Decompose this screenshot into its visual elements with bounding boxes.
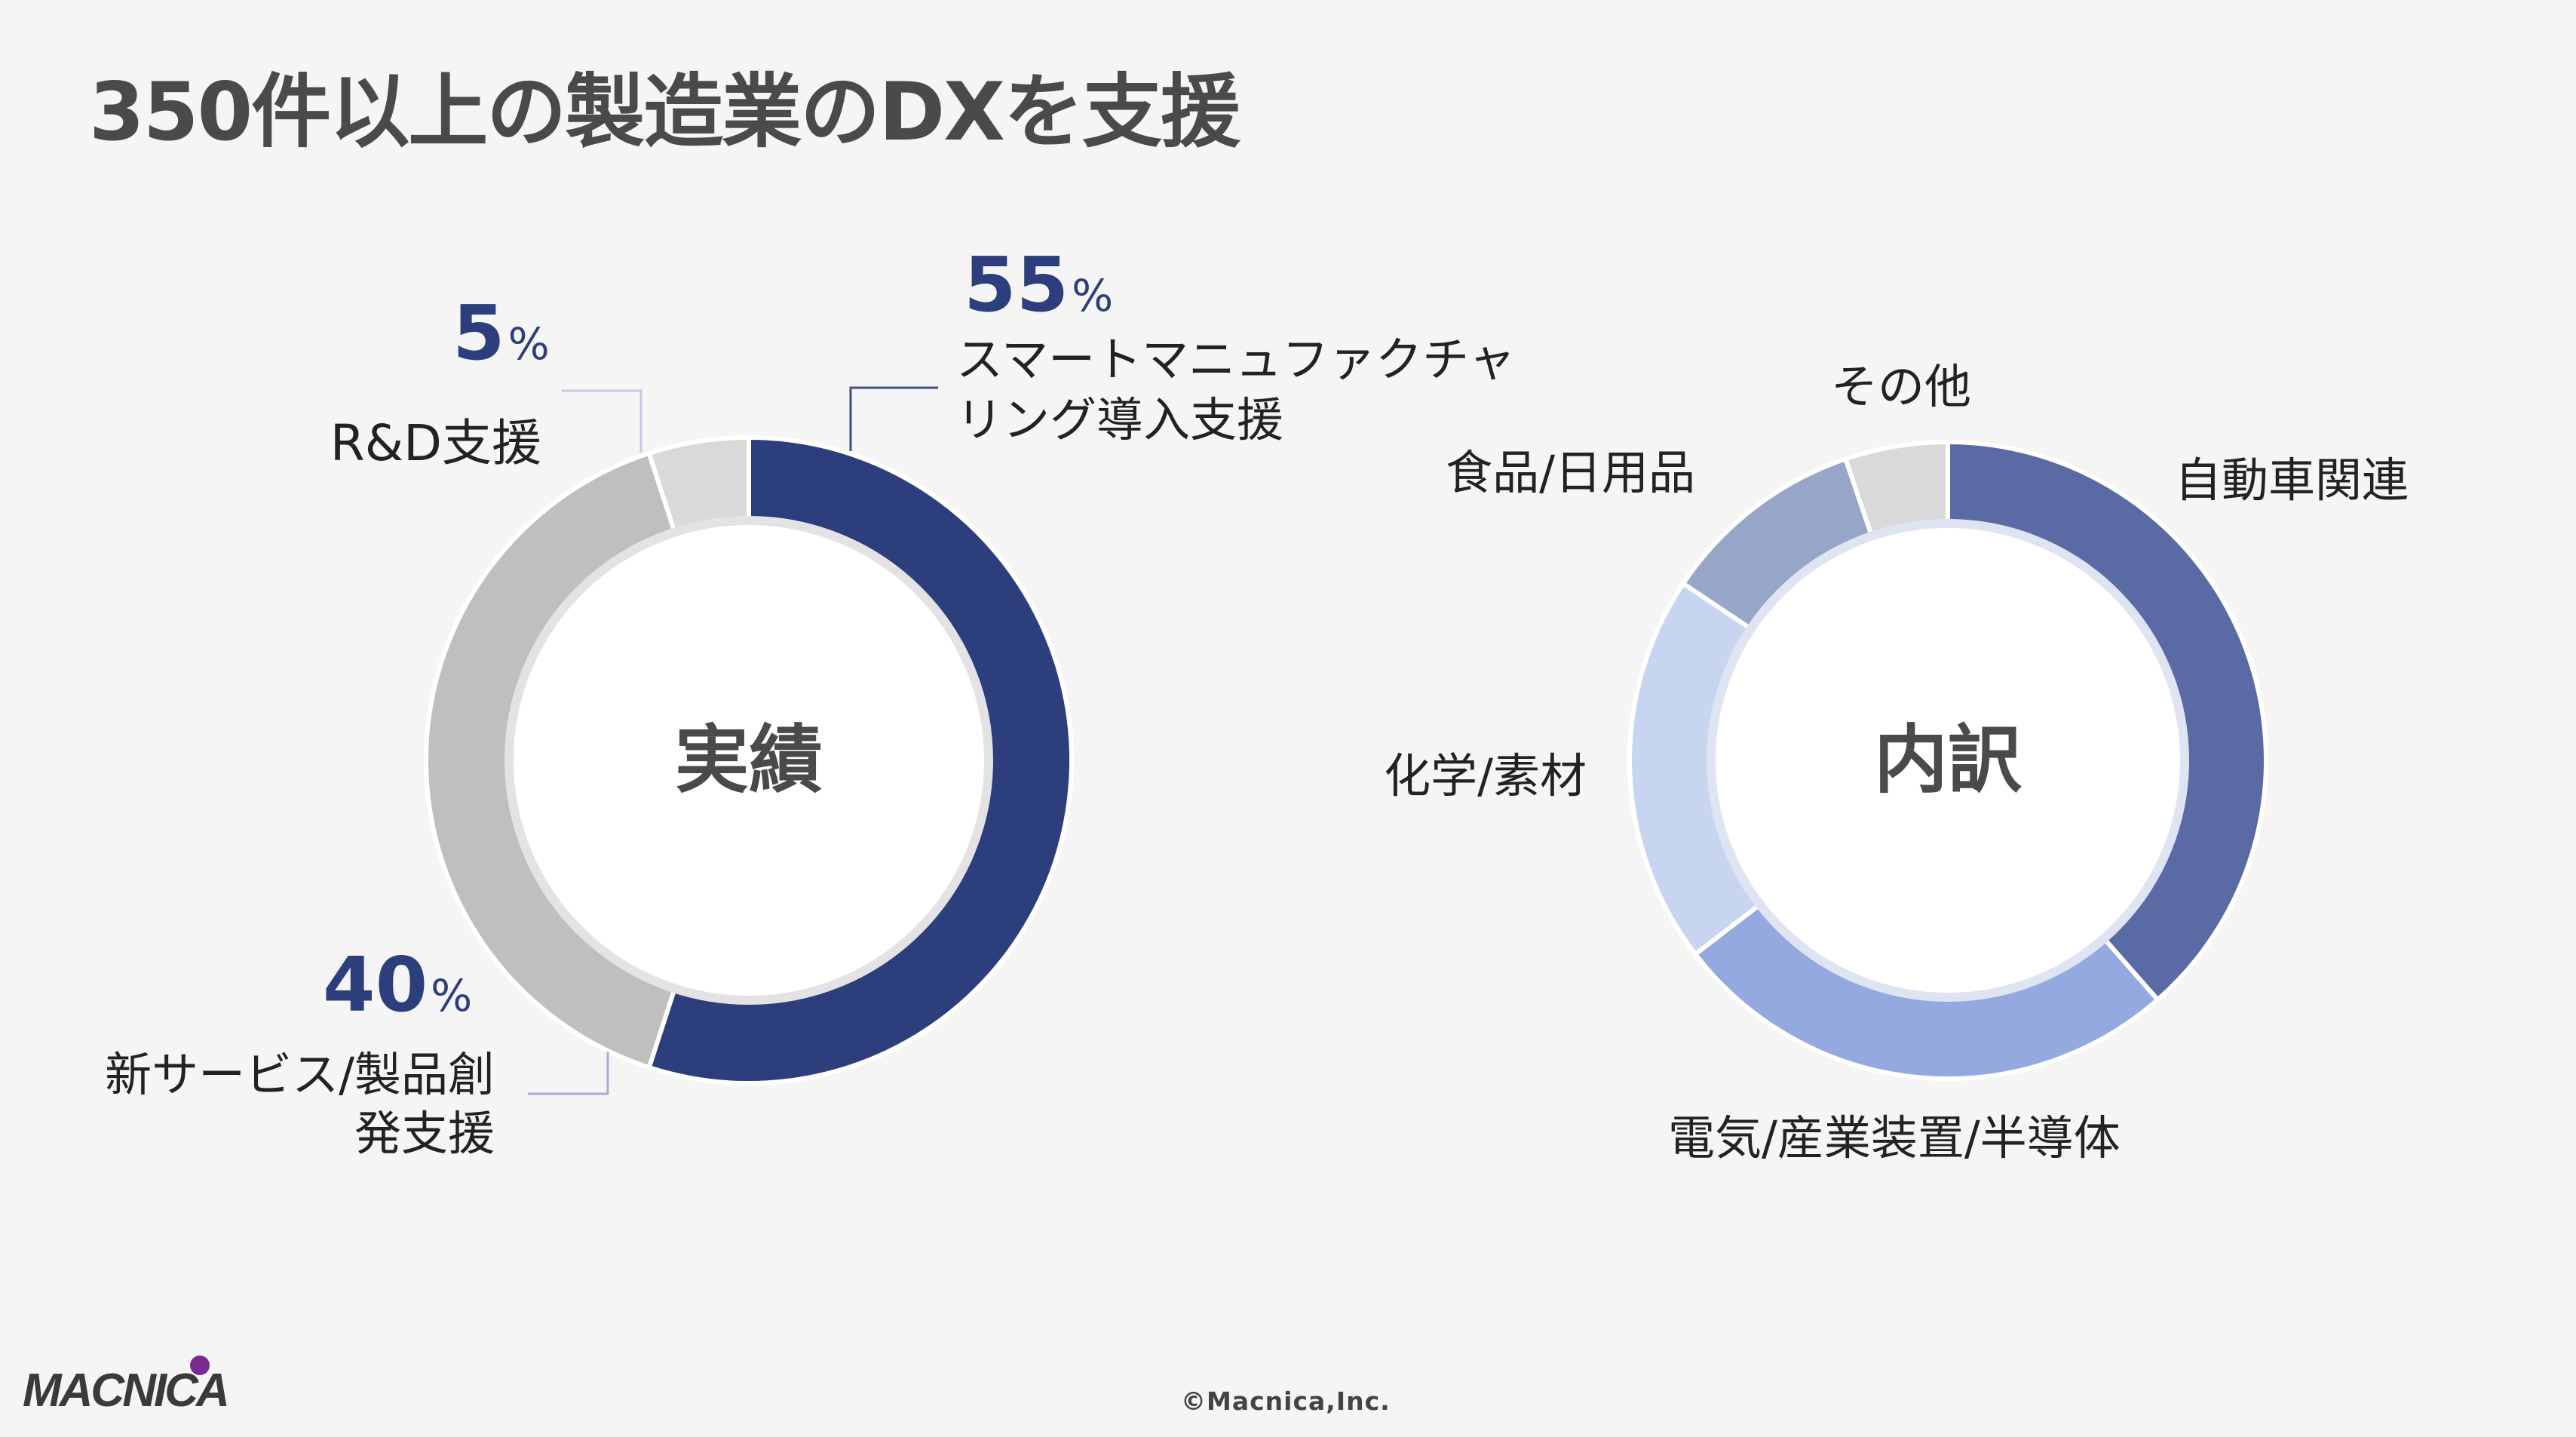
breakdown-donut: 内訳 自動車関連 電気/産業装置/半導体 化学/素材 食品/日用品 その他 (1384, 359, 2409, 1165)
pct-label-smart-manufacturing: 55% (964, 241, 1113, 329)
slice-label-other: その他 (1831, 359, 1971, 414)
slice-label-smart-manufacturing-line1: スマートマニュファクチャ (956, 332, 1516, 387)
leader-line-smart-manufacturing (849, 386, 938, 451)
pct-value-rnd: 5 (452, 289, 505, 377)
pct-label-new-service: 40% (323, 941, 472, 1029)
slice-label-food: 食品/日用品 (1446, 445, 1695, 500)
macnica-logo: MACNICA (23, 1365, 230, 1417)
leader-line-new-service (528, 1052, 609, 1095)
pct-unit-rnd: % (508, 318, 550, 370)
results-donut-hole (504, 516, 993, 1005)
pct-value-smart-manufacturing: 55 (964, 241, 1069, 329)
slice-label-new-service-line1: 新サービス/製品創 (105, 1047, 495, 1102)
pct-label-rnd: 5% (452, 289, 550, 377)
slice-label-automotive: 自動車関連 (2175, 453, 2409, 508)
slice-label-electrical: 電気/産業装置/半導体 (1668, 1110, 2121, 1165)
leader-line-rnd (562, 389, 642, 453)
breakdown-donut-hole (1707, 519, 2189, 1002)
slice-label-chemical: 化学/素材 (1384, 748, 1587, 803)
pct-value-new-service: 40 (323, 941, 428, 1029)
page-title: 350件以上の製造業のDXを支援 (89, 66, 1240, 158)
copyright-text: ©Macnica,Inc. (1181, 1386, 1391, 1416)
pct-unit-smart-manufacturing: % (1072, 270, 1113, 321)
results-donut: 実績 55% スマートマニュファクチャ リング導入支援 5% R&D支援 40%… (105, 241, 1515, 1161)
results-center-label: 実績 (675, 717, 823, 803)
breakdown-center-label: 内訳 (1874, 717, 2022, 803)
slice-label-smart-manufacturing-line2: リング導入支援 (956, 392, 1283, 447)
pct-unit-new-service: % (431, 970, 472, 1021)
slice-label-rnd: R&D支援 (330, 414, 541, 472)
slice-label-new-service-line2: 発支援 (354, 1106, 495, 1161)
logo-dot (190, 1356, 210, 1375)
